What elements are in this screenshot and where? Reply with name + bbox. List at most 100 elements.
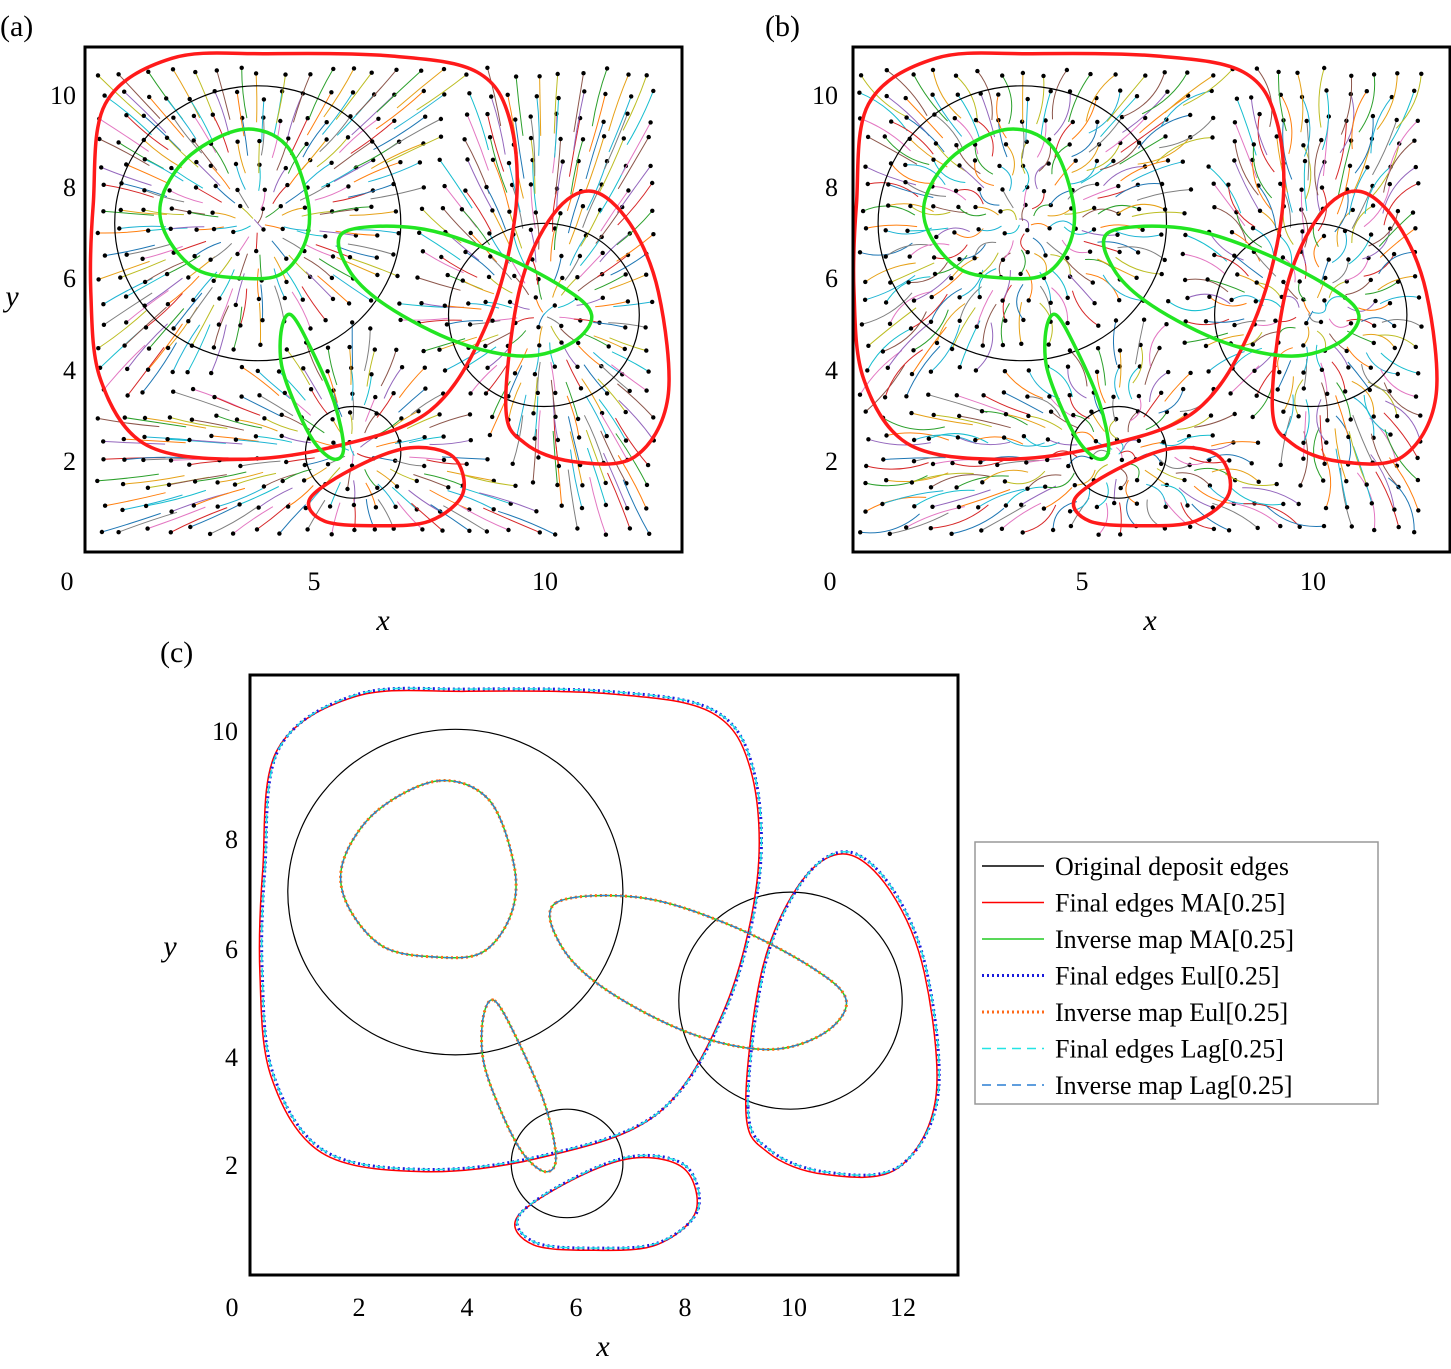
pathline	[241, 67, 248, 119]
pathline	[273, 91, 283, 136]
particle-dot	[1349, 524, 1355, 529]
pathline	[398, 388, 426, 413]
pathline	[981, 504, 1027, 531]
pathline	[191, 419, 245, 431]
pathline	[1300, 189, 1306, 233]
particle-dot	[1281, 279, 1286, 285]
particle-dot	[1229, 230, 1235, 235]
particle-dot	[908, 326, 914, 331]
particle-dot	[930, 92, 935, 97]
pathline	[1337, 140, 1352, 196]
particle-dot	[468, 438, 473, 443]
pathline	[1005, 413, 1046, 429]
pathline	[1242, 487, 1299, 505]
particle-dot	[1412, 138, 1417, 143]
pathline	[954, 228, 984, 238]
particle-dot	[1134, 478, 1140, 483]
particle-dot	[441, 457, 447, 463]
pathline	[442, 207, 477, 244]
particle-dot	[422, 365, 427, 370]
pathline	[576, 297, 604, 306]
particle-dot	[1002, 231, 1007, 236]
particle-dot	[882, 395, 888, 400]
pathline	[142, 245, 183, 260]
particle-dot	[580, 137, 586, 142]
particle-dot	[1047, 226, 1052, 231]
pathline	[1081, 230, 1118, 236]
pathline	[546, 316, 562, 327]
particle-dot	[1045, 457, 1050, 463]
pathline	[567, 469, 578, 529]
pathline	[1004, 370, 1044, 399]
pathline	[582, 184, 603, 228]
particle-dot	[1412, 274, 1418, 279]
particle-dot	[580, 483, 585, 488]
particle-dot	[330, 254, 336, 259]
particle-dot	[863, 279, 868, 285]
pathline	[567, 416, 581, 466]
particle-dot	[556, 95, 561, 101]
particle-dot	[485, 457, 490, 462]
pathline	[1351, 380, 1375, 417]
pathline	[608, 322, 646, 328]
particle-dot	[885, 365, 890, 370]
pathline	[597, 378, 627, 413]
particle-dot	[164, 135, 170, 140]
pathline	[859, 92, 908, 132]
pathline	[553, 213, 561, 251]
pathline	[418, 319, 462, 324]
particle-dot	[211, 345, 217, 350]
pathline	[123, 438, 186, 444]
pathline	[534, 347, 540, 375]
pathline	[1363, 394, 1391, 436]
pathline	[1277, 327, 1296, 343]
final-edge-curve	[1071, 445, 1233, 528]
particle-dot	[1047, 394, 1052, 399]
pathline	[617, 136, 650, 190]
particle-dot	[975, 68, 980, 74]
pathline	[867, 182, 919, 198]
pathline	[489, 256, 512, 281]
pathline	[1080, 160, 1114, 184]
particle-dot	[1371, 414, 1376, 419]
particle-dot	[928, 485, 934, 490]
particle-dot	[911, 72, 916, 77]
particle-dot	[954, 485, 959, 490]
pathline	[1023, 435, 1060, 447]
particle-dot	[1323, 505, 1329, 511]
particle-dot	[1254, 66, 1260, 71]
particle-dot	[1228, 391, 1233, 396]
pathline	[532, 429, 537, 483]
particle-dot	[1387, 301, 1393, 306]
particle-dot	[1299, 187, 1304, 192]
pathline	[217, 488, 263, 508]
pathline	[1189, 457, 1230, 464]
final-edge-Lag	[260, 687, 763, 1171]
pathline	[332, 274, 372, 301]
pathline	[1021, 121, 1025, 159]
pathline	[396, 68, 445, 109]
pathline	[375, 90, 425, 130]
particle-dot	[905, 228, 910, 233]
particle-dot	[952, 230, 957, 235]
particle-dot	[1344, 479, 1349, 484]
pathline	[1045, 472, 1075, 489]
pathline	[1131, 161, 1183, 182]
pathline	[1082, 208, 1119, 218]
particle-dot	[1232, 253, 1237, 258]
pathline	[408, 489, 441, 513]
pathline	[1144, 347, 1160, 385]
pathline	[212, 212, 236, 219]
particle-dot	[1346, 257, 1351, 262]
particle-dot	[1413, 164, 1419, 170]
pathline	[409, 456, 445, 461]
pathline	[550, 379, 556, 417]
particle-dot	[233, 302, 238, 308]
pathline	[1230, 487, 1284, 506]
particle-dot	[464, 461, 469, 467]
panel-c-xtick: 8	[679, 1293, 692, 1322]
pathline	[1064, 207, 1095, 215]
pathline	[258, 141, 260, 174]
particle-dot	[399, 416, 404, 421]
